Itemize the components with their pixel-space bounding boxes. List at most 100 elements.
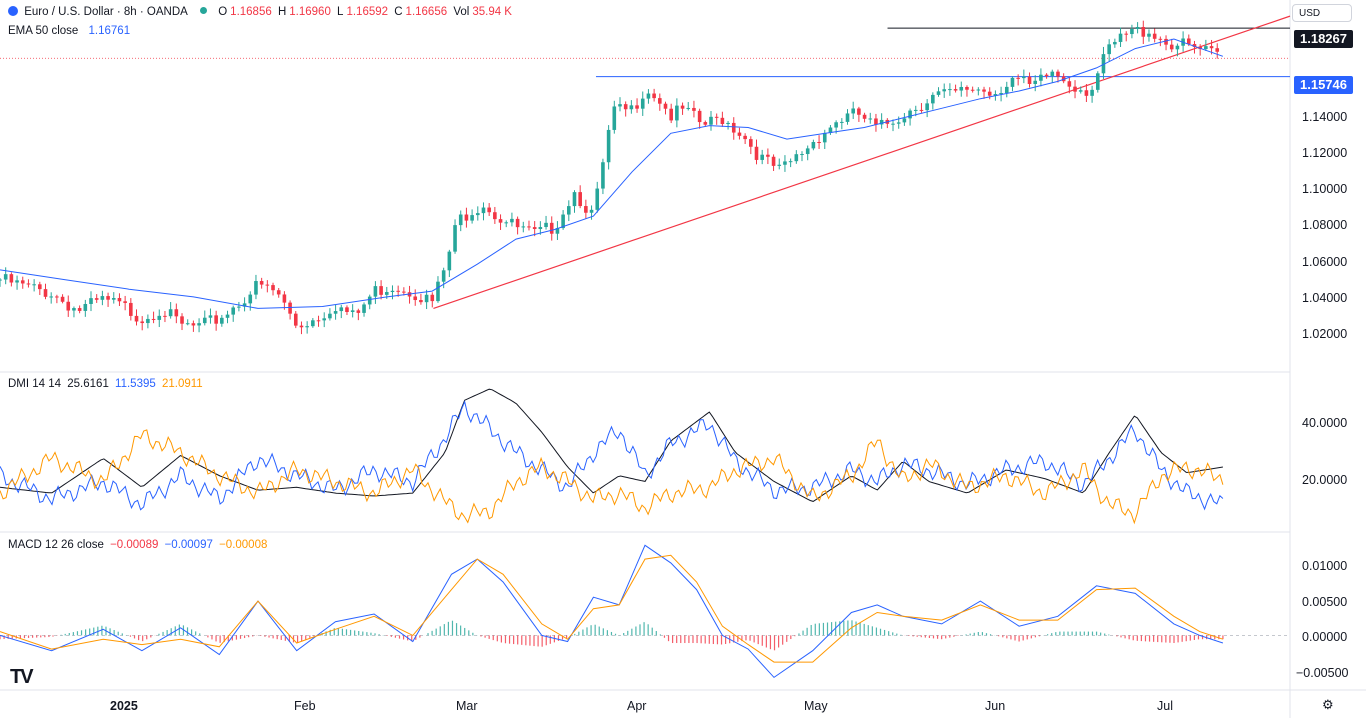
candle-body: [601, 162, 605, 189]
high-label: H: [277, 6, 287, 18]
symbol-title[interactable]: Euro / U.S. Dollar · 8h · OANDA: [24, 6, 188, 18]
candle-body: [623, 104, 628, 110]
candle-body: [231, 307, 236, 315]
macd-pane[interactable]: [0, 544, 1290, 679]
candle-body: [629, 105, 634, 110]
candle-body: [60, 296, 65, 302]
ema-legend[interactable]: EMA 50 close 1.16761: [8, 25, 133, 37]
candle-body: [66, 301, 71, 311]
candle-body: [208, 315, 213, 318]
candle-body: [43, 289, 48, 297]
candle-body: [413, 296, 418, 301]
candle-body: [794, 154, 799, 162]
support-price-tag: 1.15746: [1294, 76, 1353, 94]
candle-body: [259, 281, 264, 285]
low-label: L: [337, 6, 344, 18]
candle-body: [1010, 77, 1015, 87]
candle-body: [1095, 73, 1100, 90]
candle-body: [976, 89, 981, 91]
candle-body: [339, 307, 344, 312]
dmi-tick-40: 40.0000: [1302, 416, 1347, 430]
candle-body: [316, 320, 321, 322]
ema-value: 1.16761: [88, 25, 131, 37]
candle-body: [521, 226, 526, 228]
candle-body: [1016, 77, 1020, 79]
candle-body: [675, 105, 679, 121]
price-tick-1.10: 1.10000: [1302, 182, 1347, 196]
candle-body: [572, 192, 577, 207]
dmi-pane[interactable]: [0, 388, 1224, 525]
macd-legend[interactable]: MACD 12 26 close −0.00089 −0.00097 −0.00…: [8, 539, 270, 551]
candle-body: [481, 207, 486, 214]
candle-body: [49, 296, 53, 298]
candle-body: [1186, 38, 1191, 45]
candle-body: [834, 122, 838, 128]
candle-body: [464, 214, 469, 221]
candle-body: [811, 141, 816, 149]
price-tick-1.08: 1.08000: [1302, 218, 1347, 232]
candle-body: [475, 213, 480, 216]
candle-body: [487, 207, 491, 213]
candle-body: [89, 298, 93, 304]
candle-body: [288, 302, 292, 314]
candle-body: [868, 118, 873, 120]
dmi-label: DMI 14 14: [8, 378, 62, 390]
symbol-icon: [8, 6, 18, 16]
candle-body: [891, 123, 895, 125]
candle-body: [168, 309, 173, 317]
candle-body: [936, 91, 941, 95]
candle-body: [919, 109, 924, 111]
dmi-legend[interactable]: DMI 14 14 25.6161 11.5395 21.0911: [8, 378, 206, 390]
candle-body: [248, 294, 253, 304]
candle-body: [441, 270, 446, 282]
candle-body: [697, 110, 702, 123]
macd-signal-value: −0.00008: [219, 539, 268, 551]
candle-body: [9, 274, 14, 283]
candle-body: [567, 206, 571, 215]
gear-icon[interactable]: ⚙: [1322, 697, 1334, 712]
candle-body: [749, 139, 753, 147]
candle-body: [1101, 54, 1106, 74]
time-tick-may: May: [804, 699, 828, 713]
price-tick-1.02: 1.02000: [1302, 327, 1347, 341]
candle-body: [163, 315, 167, 317]
candle-body: [384, 292, 389, 295]
candle-body: [510, 218, 514, 223]
candle-body: [1152, 33, 1157, 39]
dmi-tick-20: 20.0000: [1302, 473, 1347, 487]
candle-body: [709, 116, 713, 125]
candle-body: [1044, 74, 1049, 76]
candle-body: [225, 314, 230, 318]
candle-body: [111, 298, 116, 300]
open-value: 1.16856: [230, 6, 272, 18]
price-pane[interactable]: [0, 15, 1291, 335]
candle-body: [1113, 41, 1117, 45]
currency-select[interactable]: USD: [1292, 4, 1352, 22]
candle-body: [1073, 86, 1077, 92]
candle-body: [840, 121, 844, 123]
close-value: 1.16656: [405, 6, 448, 18]
close-label: C: [394, 6, 403, 18]
candle-body: [663, 103, 668, 109]
candle-body: [1004, 86, 1009, 94]
candle-body: [32, 284, 36, 286]
candle-body: [1204, 46, 1208, 50]
candle-body: [1090, 89, 1094, 96]
tradingview-logo[interactable]: TV: [10, 666, 34, 688]
candle-body: [726, 122, 730, 125]
price-tick-1.12: 1.12000: [1302, 146, 1347, 160]
plus-di-value: 11.5395: [115, 378, 156, 390]
candle-body: [993, 94, 998, 96]
time-tick-apr: Apr: [627, 699, 646, 713]
candle-body: [931, 94, 935, 104]
macd-hist-value: −0.00089: [110, 539, 159, 551]
candle-body: [913, 109, 918, 111]
candle-body: [1067, 81, 1072, 87]
candle-body: [948, 89, 952, 91]
candle-body: [1039, 74, 1043, 81]
symbol-legend[interactable]: Euro / U.S. Dollar · 8h · OANDA O 1.16856…: [8, 6, 515, 18]
candle-body: [805, 148, 810, 155]
candle-body: [760, 154, 764, 160]
market-status-icon: [200, 7, 208, 14]
